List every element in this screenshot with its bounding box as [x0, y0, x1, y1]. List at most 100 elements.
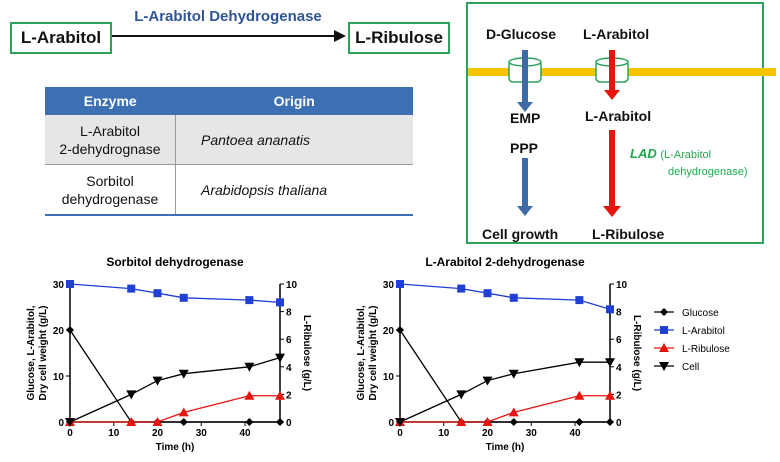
enzyme-cell: Sorbitol dehydrogenase: [45, 164, 176, 216]
y-tick-label-left: 30: [383, 280, 395, 291]
table-header-row: Enzyme Origin: [45, 87, 413, 115]
data-point: [575, 296, 584, 305]
y-tick-label-right: 8: [286, 308, 292, 319]
data-point: [482, 376, 493, 386]
data-point: [66, 326, 74, 334]
y-tick-label-right: 0: [616, 418, 622, 429]
series-line: [69, 356, 281, 423]
data-point: [245, 418, 254, 426]
data-point: [605, 358, 615, 368]
y-tick-label-right: 4: [616, 363, 622, 374]
data-point: [483, 289, 492, 298]
data-point: [127, 284, 136, 293]
y-axis-label-left: Glucose, L-Arabitol,: [356, 305, 367, 400]
y-tick-label-right: 6: [616, 335, 622, 346]
data-point: [575, 418, 584, 426]
enzyme-name-line: dehydrogenase: [61, 190, 159, 207]
y-tick-label-left: 20: [383, 326, 395, 337]
x-tick-label: 10: [438, 428, 450, 439]
data-point: [276, 418, 284, 426]
data-point: [178, 369, 189, 379]
series-line: [69, 283, 281, 304]
y-tick-label-left: 10: [383, 372, 395, 383]
data-point: [456, 417, 467, 426]
data-point: [395, 418, 405, 427]
legend-label: L-Ribulose: [682, 344, 730, 355]
data-point: [396, 280, 404, 288]
x-tick-label: 30: [196, 428, 208, 439]
y-axis-label-right: L-Ribulose (g/L): [631, 315, 642, 391]
origin-cell: Arabidopsis thaliana: [175, 164, 413, 216]
data-point: [179, 418, 188, 426]
y-tick-label-right: 10: [616, 280, 628, 291]
y-axis-label-left: Dry cell weight (g/L): [368, 305, 379, 400]
growth-arrow: [517, 206, 533, 216]
enzyme-table: Enzyme Origin L-Arabitol 2-dehydrognase …: [45, 87, 413, 216]
x-tick-label: 10: [108, 428, 120, 439]
enzyme-name-line: Sorbitol: [86, 172, 134, 189]
x-tick-label: 0: [67, 428, 73, 439]
product-box: L-Ribulose: [348, 22, 450, 54]
arabitol-uptake-arrow: [604, 90, 620, 100]
data-point: [605, 390, 615, 400]
legend-label: L-Arabitol: [682, 326, 725, 337]
data-point: [152, 417, 163, 426]
y-tick-label-right: 8: [616, 308, 622, 319]
table-row: L-Arabitol 2-dehydrognase Pantoea ananat…: [45, 115, 413, 165]
cell-growth-label: Cell growth: [482, 226, 559, 242]
lad-label: LAD (L-Arabitol: [630, 146, 711, 161]
legend-label: Cell: [682, 362, 699, 373]
series-line: [70, 395, 280, 423]
arabitol-inside-label: L-Arabitol: [585, 108, 652, 124]
lad-note-line2: dehydrogenase): [668, 166, 748, 178]
product-label: L-Ribulose: [355, 28, 443, 47]
series-line: [399, 361, 610, 423]
chart-title: Sorbitol dehydrogenase: [106, 255, 244, 269]
data-point: [126, 417, 137, 426]
data-point: [244, 362, 255, 372]
y-tick-label-left: 20: [53, 326, 65, 337]
data-point: [574, 390, 585, 400]
enzyme-name-line: 2-dehydrognase: [59, 140, 161, 157]
y-axis-label-right: L-Ribulose (g/L): [301, 315, 312, 391]
series-line: [399, 283, 611, 310]
legend-label: Glucose: [682, 308, 719, 319]
data-point: [66, 280, 74, 288]
pathway-panel: [466, 2, 764, 244]
table-row: Sorbitol dehydrogenase Arabidopsis thali…: [45, 164, 413, 216]
chart-sorbitol-dehydrogenase: Sorbitol dehydrogenase 0 10 20 30 40 0 10 20 30 0 2…: [26, 255, 312, 453]
ppp-label: PPP: [510, 140, 539, 156]
data-point: [509, 293, 518, 302]
x-tick-label: 30: [526, 428, 538, 439]
chart-title: L-Arabitol 2-dehydrogenase: [425, 255, 585, 269]
y-tick-label-right: 4: [286, 363, 292, 374]
substrate-label: L-Arabitol: [20, 28, 102, 47]
x-tick-label: 20: [482, 428, 494, 439]
series-line: [69, 329, 280, 423]
data-point: [509, 418, 518, 426]
data-point: [606, 305, 614, 314]
data-point: [153, 289, 162, 298]
y-tick-label-right: 0: [286, 418, 292, 429]
x-tick-label: 40: [239, 428, 251, 439]
y-tick-label-left: 10: [53, 372, 65, 383]
data-point: [606, 418, 614, 426]
x-axis-label: Time (h): [156, 442, 195, 453]
ribulose-label: L-Ribulose: [592, 226, 665, 242]
legend-marker: [659, 343, 669, 352]
reaction-arrow: [112, 30, 346, 42]
y-axis-label-left: Glucose, L-Arabitol,: [26, 305, 37, 400]
data-point: [396, 326, 404, 334]
y-tick-label-right: 10: [286, 280, 298, 291]
data-point: [179, 293, 188, 302]
legend-marker: [659, 362, 669, 371]
emp-label: EMP: [510, 110, 541, 126]
x-tick-label: 20: [152, 428, 164, 439]
pathway-graphics: [468, 50, 776, 217]
y-tick-label-right: 6: [286, 335, 292, 346]
y-axis-label-left: Dry cell weight (g/L): [38, 305, 49, 400]
lad-conversion-arrow: [603, 206, 621, 217]
glucose-uptake-arrow: [517, 102, 533, 112]
lad-abbrev: LAD: [630, 146, 657, 161]
